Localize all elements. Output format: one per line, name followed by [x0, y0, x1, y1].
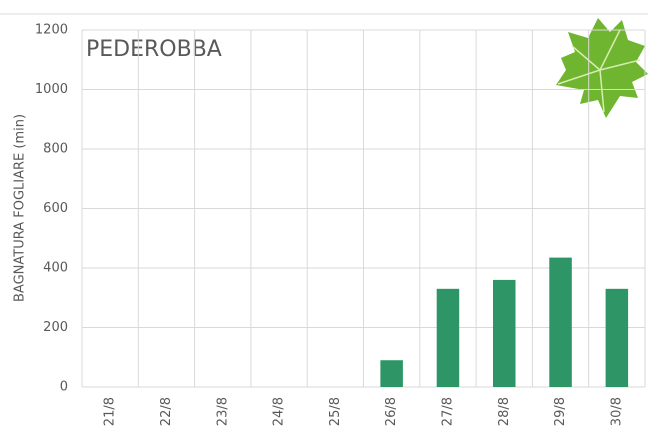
x-tick-label: 22/8 — [159, 397, 174, 426]
y-tick-label: 600 — [43, 201, 68, 216]
y-tick-label: 0 — [60, 380, 68, 395]
x-tick-label: 29/8 — [553, 397, 568, 426]
chart: PEDEROBBA BAGNATURA FOGLIARE (min) 0 200 4… — [0, 0, 648, 432]
y-tick-label: 400 — [43, 261, 68, 276]
bar — [493, 280, 516, 387]
x-tick-label: 30/8 — [609, 397, 624, 426]
bar — [437, 289, 460, 387]
x-tick-label: 24/8 — [272, 397, 287, 426]
x-tick-label: 26/8 — [384, 397, 399, 426]
x-tick-label: 28/8 — [497, 397, 512, 426]
chart-title: PEDEROBBA — [86, 37, 222, 62]
bar — [380, 360, 403, 387]
x-tick-label: 21/8 — [103, 397, 118, 426]
y-tick-label: 1200 — [35, 23, 68, 38]
bar — [549, 258, 572, 387]
y-tick-label: 1000 — [35, 82, 68, 97]
y-tick-label: 200 — [43, 320, 68, 335]
bar — [606, 289, 629, 387]
x-tick-label: 27/8 — [440, 397, 455, 426]
leaf-icon — [556, 18, 648, 118]
y-tick-label: 800 — [43, 142, 68, 157]
x-tick-label: 25/8 — [328, 397, 343, 426]
x-tick-label: 23/8 — [215, 397, 230, 426]
y-axis-label: BAGNATURA FOGLIARE (min) — [13, 114, 28, 302]
